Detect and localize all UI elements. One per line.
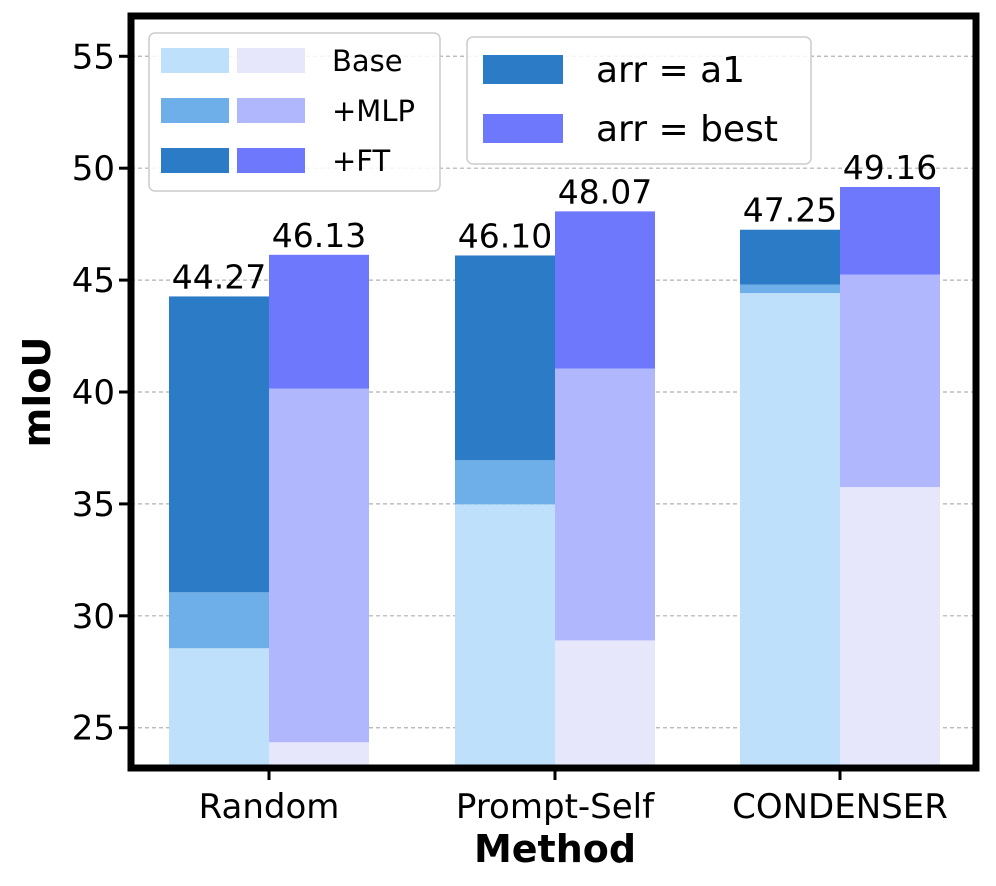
bar-value-label: 44.27	[172, 257, 266, 296]
bar-segment	[455, 255, 555, 461]
bar-segment	[269, 254, 369, 389]
bar-segment	[269, 388, 369, 743]
y-tick-label: 45	[72, 261, 115, 301]
legend-swatch	[483, 55, 563, 84]
x-tick-label: Random	[199, 787, 340, 827]
y-axis-title: mIoU	[15, 337, 59, 448]
legend-label: +FT	[332, 144, 390, 178]
bar-segment	[169, 648, 269, 768]
bars	[169, 186, 940, 768]
y-tick-label: 35	[72, 485, 115, 525]
legend-swatch	[237, 148, 305, 173]
y-tick-label: 25	[72, 709, 115, 749]
bar-segment	[740, 284, 840, 294]
bar-segment	[269, 742, 369, 768]
bar-segment	[455, 460, 555, 505]
bar-value-label: 46.13	[272, 216, 366, 255]
legend-label: +MLP	[332, 94, 415, 128]
y-tick-label: 30	[72, 597, 115, 637]
bar-segment	[740, 229, 840, 285]
bar-value-label: 47.25	[743, 191, 837, 230]
y-axis: 25 30 35 40 45 50 55	[72, 37, 131, 749]
bar-segment	[555, 640, 655, 768]
bar-segment	[455, 504, 555, 768]
plot-frame	[127, 12, 980, 772]
y-tick-label: 50	[72, 149, 115, 189]
legend-swatch	[161, 148, 229, 173]
legend-arr: arr = a1 arr = best	[466, 36, 812, 165]
bar-value-label: 46.10	[458, 216, 552, 255]
legend-stages: Base +MLP +FT	[148, 32, 441, 192]
bar-segment	[840, 274, 940, 488]
legend-label: arr = a1	[596, 50, 745, 91]
y-tick-label: 40	[72, 373, 115, 413]
bar-segment	[169, 592, 269, 649]
bar-segment	[840, 186, 940, 275]
x-tick-label: Prompt-Self	[456, 787, 655, 827]
x-axis-title: Method	[474, 827, 636, 871]
legend-swatch	[237, 98, 305, 123]
bar-segment	[840, 487, 940, 768]
y-tick-label: 55	[72, 37, 115, 77]
bar-segment	[555, 211, 655, 369]
bar-value-label: 48.07	[558, 172, 652, 211]
x-axis: Random Prompt-Self CONDENSER	[199, 768, 948, 827]
bar-segment	[555, 368, 655, 641]
legend-swatch	[161, 48, 229, 73]
bar-segment	[169, 296, 269, 593]
bar-segment	[740, 293, 840, 768]
legend-swatch	[161, 98, 229, 123]
x-tick-label: CONDENSER	[732, 787, 948, 827]
legend-label: Base	[332, 44, 403, 78]
legend-swatch	[237, 48, 305, 73]
bar-value-label: 49.16	[843, 148, 937, 187]
legend-label: arr = best	[596, 109, 778, 150]
legend-swatch	[483, 114, 563, 143]
